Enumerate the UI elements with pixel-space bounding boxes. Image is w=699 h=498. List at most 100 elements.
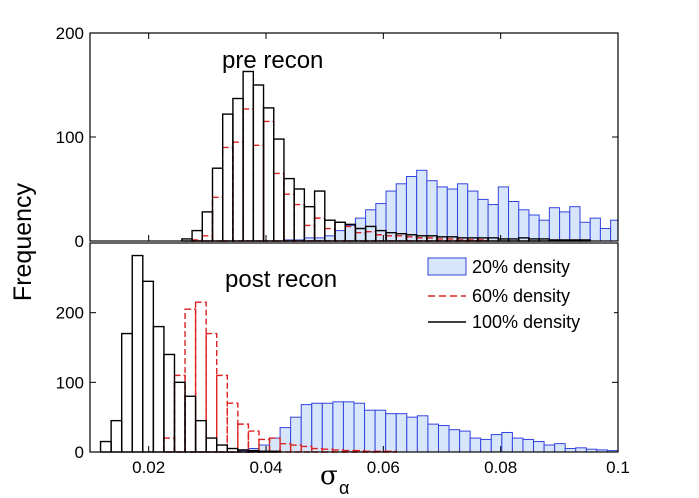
top-bar-0-33 [426, 180, 438, 242]
bottom-bar-0-40 [511, 437, 524, 453]
bottom-bar-2-2 [110, 419, 123, 453]
bottom-bar-0-23 [332, 401, 344, 453]
legend-label-60: 60% density [472, 286, 570, 306]
bottom-bar-2-12 [216, 444, 228, 453]
top-bar-1-19 [283, 193, 295, 242]
top-ytick-label-2: 200 [56, 24, 84, 43]
top-bar-0-41 [508, 200, 520, 242]
bottom-bar-2-1 [99, 440, 112, 453]
legend-label-20: 20% density [472, 257, 570, 277]
top-series-0 [283, 169, 619, 242]
top-bar-2-13 [221, 113, 234, 242]
top-bar-2-16 [252, 84, 265, 242]
top-bar-0-47 [569, 206, 581, 242]
top-bar-2-19 [283, 177, 295, 242]
bottom-bar-2-11 [205, 437, 218, 453]
bottom-bar-0-44 [554, 443, 566, 453]
bottom-panel: 0 100 200 0.02 0.04 0.06 0.08 0.1 post recon 2… [56, 33, 630, 477]
top-bar-1-16 [252, 144, 265, 242]
legend-label-100: 100% density [472, 312, 580, 332]
bottom-bar-1-9 [184, 308, 197, 453]
bottom-bar-0-34 [448, 429, 461, 453]
top-bar-1-20 [293, 203, 306, 242]
top-bar-0-43 [528, 214, 540, 242]
top-bar-2-21 [303, 205, 316, 242]
bottom-bar-1-10 [194, 301, 207, 453]
xtick-label-0: 0.02 [132, 458, 165, 477]
bottom-bar-0-43 [543, 444, 556, 453]
bottom-bar-0-17 [269, 437, 281, 453]
top-bar-0-25 [344, 224, 356, 242]
top-bar-0-35 [446, 188, 458, 242]
top-bar-0-40 [497, 186, 510, 242]
bottom-bar-0-31 [416, 415, 429, 453]
bottom-bar-1-13 [226, 402, 239, 453]
x-axis-title-subscript: α [339, 478, 349, 498]
top-bar-0-30 [395, 183, 407, 242]
bottom-ytick-label-2: 200 [56, 304, 84, 323]
bottom-panel-label: post recon [225, 266, 337, 293]
top-bar-0-44 [538, 219, 550, 242]
bottom-bar-0-39 [501, 431, 513, 453]
xtick-label-1: 0.04 [249, 458, 282, 477]
x-axis-ticks: 0.02 0.04 0.06 0.08 0.1 [132, 33, 630, 477]
bottom-bar-0-20 [300, 404, 313, 453]
bottom-bar-1-12 [216, 374, 228, 453]
top-bar-2-15 [242, 70, 255, 242]
top-bar-0-23 [324, 235, 336, 242]
bottom-bar-1-14 [237, 423, 250, 453]
bottom-bar-0-26 [364, 409, 376, 453]
top-bar-1-14 [232, 141, 244, 242]
top-panel: 0 100 200 pre recon [56, 24, 619, 251]
bottom-bar-2-6 [152, 325, 165, 453]
xtick-label-3: 0.08 [484, 458, 517, 477]
top-bar-1-17 [262, 120, 275, 242]
top-bar-0-49 [589, 217, 601, 242]
bottom-ytick-label-1: 100 [56, 373, 84, 392]
top-bar-0-29 [385, 190, 397, 242]
bottom-bar-0-30 [406, 416, 418, 453]
top-bar-0-48 [579, 221, 591, 242]
bottom-bar-1-8 [173, 374, 186, 453]
top-bar-2-18 [273, 138, 285, 242]
top-bar-1-12 [211, 196, 224, 242]
bottom-panel-y-ticks: 0 100 200 [56, 304, 618, 462]
bottom-bar-2-9 [184, 395, 197, 453]
top-panel-y-ticks: 0 100 200 [56, 24, 618, 251]
bottom-bar-2-10 [194, 419, 207, 453]
top-bar-0-45 [548, 207, 561, 242]
bottom-panel-frame [89, 242, 619, 453]
bottom-bar-2-5 [142, 280, 155, 453]
bottom-bar-0-42 [533, 441, 545, 453]
top-bar-0-51 [610, 219, 619, 242]
bottom-bar-0-18 [279, 427, 292, 453]
top-bar-1-13 [221, 146, 234, 242]
legend-swatch-20 [427, 257, 467, 276]
top-bar-0-31 [405, 176, 418, 242]
top-bar-0-36 [456, 183, 469, 242]
top-bar-0-42 [518, 209, 530, 242]
top-ytick-label-1: 100 [56, 128, 84, 147]
xtick-label-2: 0.06 [367, 458, 400, 477]
bottom-bar-0-19 [290, 416, 302, 453]
bottom-bar-0-28 [385, 413, 397, 453]
bottom-bar-2-4 [131, 254, 144, 453]
bottom-bar-0-24 [342, 401, 355, 453]
top-bar-0-37 [467, 190, 479, 242]
bottom-bar-0-29 [395, 413, 408, 453]
x-axis-title: σ [320, 461, 338, 491]
top-bar-2-12 [211, 167, 224, 242]
top-panel-label: pre recon [222, 47, 323, 74]
bottom-bar-0-36 [469, 437, 482, 453]
top-bar-1-11 [201, 235, 214, 242]
bottom-ytick-label-0: 0 [75, 443, 84, 462]
bottom-bar-0-27 [374, 409, 387, 453]
top-bar-0-24 [334, 230, 346, 242]
bottom-bar-0-33 [437, 425, 450, 453]
bottom-bar-0-41 [522, 438, 535, 453]
legend: 20% density 60% density 100% density [419, 252, 614, 334]
top-bar-2-14 [232, 97, 244, 242]
bottom-bar-0-35 [459, 430, 471, 453]
top-bar-0-32 [416, 169, 428, 242]
